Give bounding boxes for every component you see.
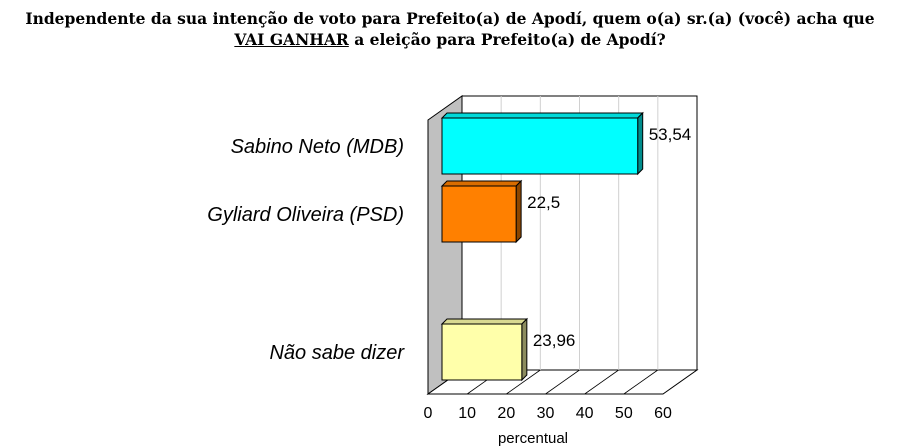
bar-top-face — [440, 318, 529, 325]
bar-front-face — [441, 323, 523, 381]
bar-front-face — [441, 185, 517, 243]
title-line-2-rest: a eleição para Prefeito(a) de Apodí? — [348, 30, 666, 49]
x-tick-label: 20 — [497, 405, 515, 422]
data-label: 53,54 — [649, 125, 692, 144]
title-emphasis: VAI GANHAR — [234, 30, 349, 49]
x-tick-label: 30 — [537, 405, 555, 422]
x-tick-labels: 0 10 20 30 40 50 60 — [424, 405, 672, 422]
bar — [440, 317, 529, 382]
gridline-floor — [545, 369, 580, 395]
data-label: 23,96 — [533, 331, 576, 350]
bar-front-face — [441, 117, 639, 175]
x-tick-label: 0 — [424, 405, 433, 422]
bar — [440, 111, 644, 176]
x-tick-label: 40 — [576, 405, 594, 422]
category-labels: Sabino Neto (MDB) Gyliard Oliveira (PSD) N… — [207, 136, 405, 364]
category-label: Sabino Neto (MDB) — [231, 136, 404, 158]
category-label: Não sabe dizer — [269, 342, 405, 364]
gridline-floor — [623, 369, 659, 395]
chart-title: Independente da sua intenção de voto par… — [0, 8, 900, 50]
data-label: 22,5 — [527, 193, 560, 212]
bar-top-face — [440, 180, 523, 187]
title-line-2: VAI GANHAR a eleição para Prefeito(a) de… — [0, 29, 900, 50]
x-axis-label: percentual — [498, 430, 568, 447]
title-line-1: Independente da sua intenção de voto par… — [25, 9, 875, 28]
bar-side-face — [515, 179, 522, 244]
gridline-floor — [506, 369, 541, 395]
category-label: Gyliard Oliveira (PSD) — [207, 204, 404, 226]
x-tick-label: 50 — [615, 405, 633, 422]
bar-top-face — [440, 112, 644, 119]
bars — [440, 111, 644, 382]
bar — [440, 179, 523, 244]
bar-side-face — [637, 111, 644, 176]
x-tick-label: 60 — [654, 405, 672, 422]
bar-side-face — [521, 317, 528, 382]
x-tick-label: 10 — [458, 405, 476, 422]
gridline-floor — [584, 369, 619, 395]
data-labels: 53,54 22,5 23,96 — [527, 125, 691, 350]
